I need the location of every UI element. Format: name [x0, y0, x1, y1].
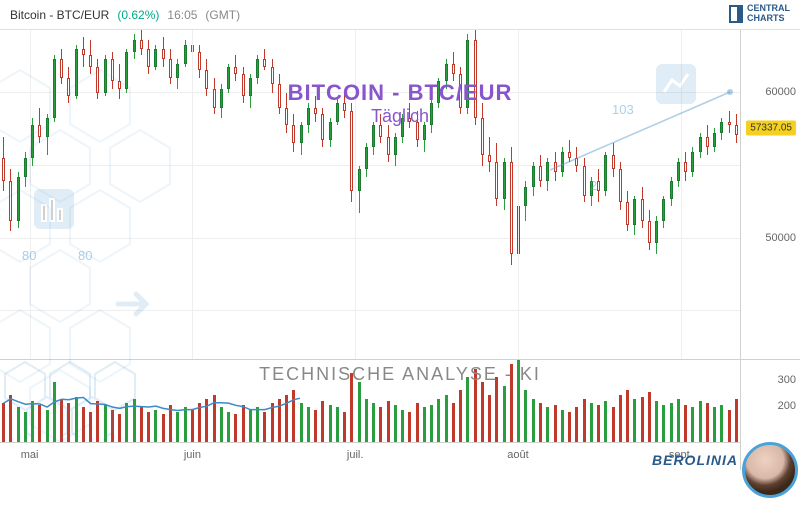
- vol-bar: [524, 390, 527, 442]
- vol-bar: [699, 401, 702, 442]
- annotation: 103: [612, 102, 634, 117]
- vol-bar: [365, 399, 368, 442]
- header-left: Bitcoin - BTC/EUR (0.62%) 16:05 (GMT): [10, 8, 240, 22]
- title-main: BITCOIN - BTC/EUR: [288, 80, 513, 106]
- vol-bar: [503, 386, 506, 442]
- chart-title: BITCOIN - BTC/EUR Täglich: [288, 80, 513, 127]
- vol-bar: [677, 399, 680, 442]
- vol-bar: [292, 390, 295, 442]
- branding: BEROLINIA: [652, 452, 738, 468]
- vol-bar: [728, 410, 731, 442]
- logo: CENTRAL CHARTS: [729, 4, 790, 24]
- vol-bar: [459, 390, 462, 442]
- vol-bar: [379, 407, 382, 442]
- vol-bar: [720, 405, 723, 442]
- month-label: juil.: [347, 449, 364, 461]
- title-sub: Täglich: [288, 106, 513, 127]
- vol-bar: [423, 407, 426, 442]
- price-badge: 57337.05: [746, 121, 796, 136]
- vol-bar: [430, 405, 433, 442]
- vol-bar: [495, 377, 498, 442]
- vol-bar: [619, 395, 622, 442]
- vol-bar: [655, 401, 658, 442]
- vol-bar: [358, 382, 361, 442]
- timezone: (GMT): [205, 8, 240, 22]
- vol-bar: [401, 410, 404, 442]
- vol-bar: [713, 407, 716, 442]
- vol-bar: [488, 395, 491, 442]
- vol-bar: [604, 401, 607, 442]
- vol-bar: [568, 412, 571, 442]
- hex-pattern: [0, 357, 180, 442]
- vol-bar: [684, 405, 687, 442]
- vol-bar: [452, 403, 455, 442]
- vol-tick: 200: [778, 400, 796, 412]
- annotation: 80: [78, 248, 92, 263]
- vol-tick: 300: [778, 374, 796, 386]
- tool-icon-2: [30, 185, 78, 233]
- vol-bar: [626, 390, 629, 442]
- logo-text: CENTRAL CHARTS: [747, 4, 790, 24]
- vol-bar: [561, 410, 564, 442]
- vol-bar: [285, 395, 288, 442]
- vol-bar: [307, 407, 310, 442]
- arrow-icon: [110, 280, 158, 328]
- vol-bar: [662, 405, 665, 442]
- vol-bar: [408, 412, 411, 442]
- price-tick: 50000: [765, 232, 796, 244]
- logo-icon: [729, 5, 743, 23]
- month-label: août: [507, 449, 528, 461]
- annotation: 80: [22, 248, 36, 263]
- vol-bar: [735, 399, 738, 442]
- vol-bar: [271, 403, 274, 442]
- change-pct: (0.62%): [117, 8, 159, 22]
- time: 16:05: [167, 8, 197, 22]
- vol-bar: [314, 410, 317, 442]
- annotation: 2: [590, 178, 597, 193]
- vol-bar: [597, 405, 600, 442]
- price-axis: 60000 50000 57337.05: [740, 30, 800, 359]
- vol-bar: [691, 407, 694, 442]
- vol-bar: [633, 399, 636, 442]
- vol-bar: [648, 392, 651, 442]
- vol-bar: [466, 377, 469, 442]
- vol-bar: [329, 405, 332, 442]
- vol-bar: [416, 403, 419, 442]
- vol-bar: [263, 412, 266, 442]
- vol-bar: [706, 403, 709, 442]
- vol-bar: [336, 407, 339, 442]
- vol-bar: [343, 412, 346, 442]
- header: Bitcoin - BTC/EUR (0.62%) 16:05 (GMT): [0, 0, 800, 30]
- vol-bar: [387, 401, 390, 442]
- vol-bar: [583, 399, 586, 442]
- subtitle: TECHNISCHE ANALYSE - KI: [259, 364, 541, 385]
- vol-bar: [575, 407, 578, 442]
- vol-bar: [554, 405, 557, 442]
- vol-bar: [445, 395, 448, 442]
- vol-bar: [321, 401, 324, 442]
- vol-bar: [590, 403, 593, 442]
- vol-bar: [278, 399, 281, 442]
- vol-bar: [481, 382, 484, 442]
- ticker-name: Bitcoin - BTC/EUR: [10, 8, 109, 22]
- price-tick: 60000: [765, 86, 796, 98]
- gridline-v: [518, 30, 519, 359]
- vol-bar: [641, 397, 644, 442]
- vol-bar: [372, 403, 375, 442]
- vol-bar: [546, 407, 549, 442]
- avatar: [742, 442, 798, 498]
- vol-bar: [300, 403, 303, 442]
- vol-bar: [437, 399, 440, 442]
- vol-bar: [539, 403, 542, 442]
- vol-bar: [670, 403, 673, 442]
- tool-icon-1: [652, 60, 700, 108]
- vol-bar: [612, 407, 615, 442]
- vol-bar: [532, 399, 535, 442]
- vol-bar: [394, 405, 397, 442]
